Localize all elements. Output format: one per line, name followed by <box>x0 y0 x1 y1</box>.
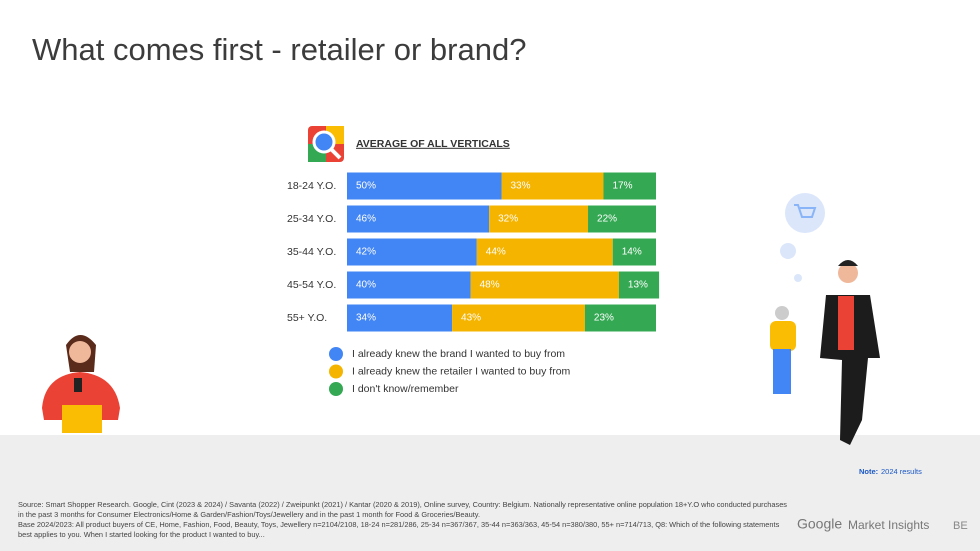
y-tick-label: 45-54 Y.O. <box>287 279 336 291</box>
country: BE <box>953 520 968 532</box>
legend-marker <box>329 382 343 396</box>
bar-segment <box>584 304 656 332</box>
value-label: 48% <box>480 280 500 291</box>
legend-label: I already knew the retailer I wanted to … <box>352 365 571 377</box>
bar-segment <box>347 172 502 200</box>
bar-segment <box>347 238 477 266</box>
logo: Google <box>797 516 842 532</box>
bar-segment <box>603 172 656 200</box>
y-tick-label: 55+ Y.O. <box>287 312 327 324</box>
slide-title: What comes first - retailer or brand? <box>32 32 526 67</box>
illustration-left <box>42 335 120 433</box>
logo-name: Market Insights <box>848 518 929 532</box>
bar-segment <box>588 205 656 233</box>
value-label: 13% <box>628 280 648 291</box>
bar-segment <box>347 271 471 299</box>
legend-marker <box>329 347 343 361</box>
bar-segment <box>612 238 656 266</box>
bar-segment <box>347 205 490 233</box>
note-label: Note: <box>859 467 878 476</box>
chart-title: AVERAGE OF ALL VERTICALS <box>356 138 510 150</box>
bar-segment <box>452 304 585 332</box>
value-label: 33% <box>511 181 531 192</box>
value-label: 14% <box>622 247 642 258</box>
search-icon <box>308 126 344 162</box>
value-label: 17% <box>612 181 632 192</box>
y-tick-label: 25-34 Y.O. <box>287 213 336 225</box>
value-label: 34% <box>356 313 376 324</box>
value-label: 23% <box>594 313 614 324</box>
bar-segment <box>470 271 619 299</box>
legend-label: I already knew the brand I wanted to buy… <box>352 348 565 360</box>
bar-segment <box>347 304 453 332</box>
value-label: 50% <box>356 181 376 192</box>
value-label: 42% <box>356 247 376 258</box>
bar-segment <box>501 172 604 200</box>
source: Source: Smart Shopper Research. Google, … <box>18 500 788 540</box>
bar-segment <box>489 205 589 233</box>
value-label: 43% <box>461 313 481 324</box>
bar-segment <box>476 238 613 266</box>
floor <box>0 435 980 551</box>
y-tick-label: 35-44 Y.O. <box>287 246 336 258</box>
value-label: 44% <box>486 247 506 258</box>
legend-label: I don't know/remember <box>352 383 459 395</box>
value-label: 46% <box>356 214 376 225</box>
source-line: Base 2024/2023: All product buyers of CE… <box>18 520 780 539</box>
value-label: 32% <box>498 214 518 225</box>
y-tick-label: 18-24 Y.O. <box>287 180 336 192</box>
source-line: Source: Smart Shopper Research. Google, … <box>18 500 787 519</box>
legend-marker <box>329 364 343 379</box>
bar-segment <box>618 271 660 299</box>
value-label: 40% <box>356 280 376 291</box>
note-text: 2024 results <box>881 467 922 476</box>
value-label: 22% <box>597 214 617 225</box>
illustration-right <box>770 193 880 445</box>
